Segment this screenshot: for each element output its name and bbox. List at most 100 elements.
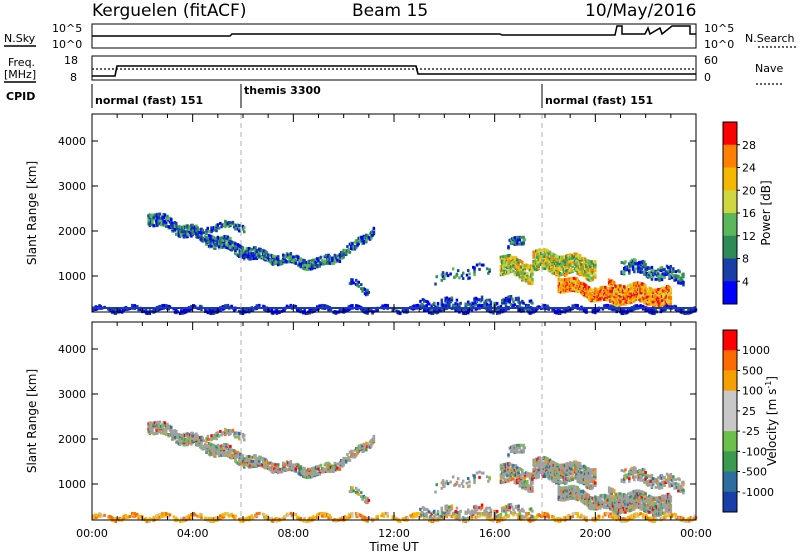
power-cell <box>487 271 490 275</box>
velocity-cell <box>275 468 279 472</box>
velocity-cell <box>587 486 591 490</box>
velocity-cell <box>592 468 596 472</box>
power-cell <box>326 305 329 309</box>
power-cell <box>545 263 548 267</box>
power-cell <box>401 309 405 313</box>
power-cell <box>664 293 668 297</box>
power-cell <box>517 308 520 312</box>
power-cell <box>693 308 696 312</box>
power-cell <box>198 230 202 234</box>
velocity-cell <box>591 469 595 473</box>
velocity-cell <box>443 485 446 489</box>
velocity-cell <box>566 462 569 466</box>
power-cell <box>566 268 569 272</box>
velocity-cell <box>553 479 557 483</box>
power-cell <box>582 286 586 290</box>
velocity-cell <box>542 455 545 459</box>
power-cell <box>669 270 673 274</box>
velocity-cell <box>349 449 353 453</box>
power-cell <box>581 286 584 290</box>
velocity-cell <box>545 466 548 470</box>
velocity-cell <box>222 430 226 434</box>
power-cell <box>602 292 606 296</box>
power-cell <box>212 309 216 313</box>
power-cell <box>572 286 576 290</box>
power-cell <box>144 308 148 312</box>
velocity-cell <box>444 481 447 485</box>
velocity-cell <box>253 463 256 467</box>
power-cell <box>638 288 641 292</box>
power-cell <box>315 307 319 311</box>
velocity-cell <box>151 424 154 428</box>
power-cell <box>300 262 304 266</box>
velocity-cell <box>328 469 332 473</box>
power-cell <box>643 272 646 276</box>
power-cell <box>282 253 285 257</box>
power-cell <box>216 223 220 227</box>
power-cell <box>511 237 514 241</box>
power-cell <box>475 297 479 301</box>
power-cell <box>443 277 446 281</box>
velocity-cell <box>260 457 264 461</box>
power-cell <box>584 308 587 312</box>
power-cell <box>177 230 181 234</box>
power-cell <box>528 268 532 272</box>
velocity-cell <box>279 470 282 474</box>
velocity-cell <box>274 468 277 472</box>
power-cell <box>533 266 537 270</box>
velocity-cell <box>546 461 549 465</box>
velocity-cell <box>276 471 280 475</box>
power-cell <box>436 308 440 312</box>
power-cell <box>524 303 528 307</box>
power-cell <box>185 224 188 228</box>
power-cell <box>152 308 155 312</box>
velocity-cell <box>229 429 232 433</box>
velocity-cell <box>573 460 577 464</box>
velocity-cell <box>528 473 532 477</box>
power-cell <box>178 234 182 238</box>
power-cell <box>502 264 505 268</box>
nsky-label: N.Sky <box>4 32 36 45</box>
power-cell <box>542 303 545 307</box>
power-cell <box>667 284 670 288</box>
power-cell <box>557 267 561 271</box>
power-cell <box>633 288 636 292</box>
power-cell <box>638 305 641 309</box>
power-cell <box>581 257 584 261</box>
power-cell <box>485 298 489 302</box>
velocity-cell <box>571 478 574 482</box>
velocity-cell <box>522 472 525 476</box>
velocity-cell <box>300 470 304 474</box>
velocity-cell <box>279 467 282 471</box>
power-cell <box>634 281 637 285</box>
power-cell <box>152 216 155 220</box>
velocity-cell <box>297 466 300 470</box>
power-cell <box>200 305 203 309</box>
power-cell <box>315 263 319 267</box>
velocity-cell <box>226 450 230 454</box>
power-cell <box>168 216 172 220</box>
power-cell <box>537 258 540 262</box>
power-cell <box>480 298 484 302</box>
power-cell <box>640 282 644 286</box>
velocity-cell <box>500 464 504 468</box>
power-cell <box>572 276 576 280</box>
power-cell <box>354 278 358 282</box>
power-cell <box>241 249 245 253</box>
power-cell <box>303 309 306 313</box>
velocity-cell <box>370 439 373 443</box>
velocity-cell <box>261 463 265 467</box>
velocity-cell <box>587 467 591 471</box>
freq-tick-bottom: 8 <box>70 71 77 84</box>
power-cell <box>480 263 484 267</box>
power-cell <box>187 233 191 237</box>
power-cell <box>620 286 623 290</box>
power-cell <box>119 309 123 313</box>
power-cell <box>224 244 227 248</box>
power-cell <box>624 265 627 269</box>
power-cell <box>332 256 335 260</box>
velocity-cell <box>538 471 542 475</box>
power-cell <box>610 299 613 303</box>
power-cell <box>558 309 562 313</box>
power-cell <box>465 273 469 277</box>
